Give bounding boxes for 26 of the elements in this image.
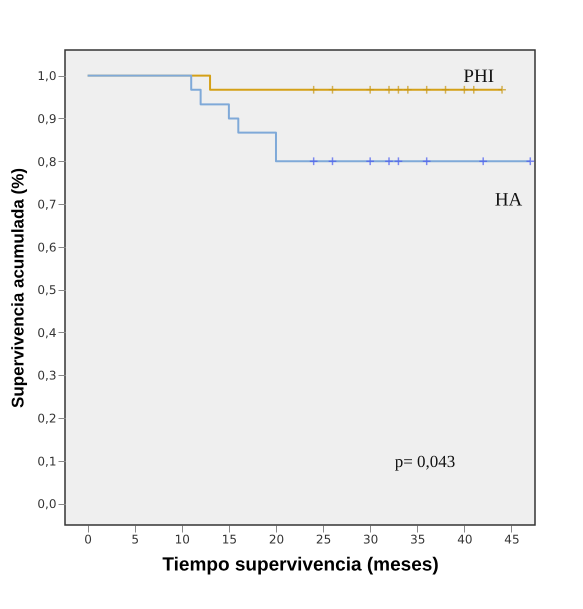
y-axis-title: Supervivencia acumulada (%) bbox=[8, 168, 28, 408]
y-tick-label: 0,5 bbox=[37, 283, 56, 298]
x-tick-label: 10 bbox=[174, 532, 190, 546]
x-tick-label: 0 bbox=[84, 532, 92, 546]
y-tick-label: 0,2 bbox=[37, 412, 56, 426]
x-tick-label: 15 bbox=[222, 532, 238, 546]
x-axis-title: Tiempo supervivencia (meses) bbox=[162, 554, 439, 576]
series-label: HA bbox=[494, 189, 523, 210]
series-label: PHI bbox=[463, 66, 494, 87]
y-tick-label: 0,3 bbox=[37, 368, 56, 383]
y-tick-label: 1,0 bbox=[37, 69, 56, 84]
annotation: p= 0,043 bbox=[394, 452, 456, 471]
x-tick-label: 35 bbox=[410, 532, 426, 546]
x-tick-label: 5 bbox=[131, 532, 140, 546]
x-tick-label: 40 bbox=[457, 532, 472, 546]
x-tick-label: 25 bbox=[316, 532, 332, 546]
y-tick-label: 0,9 bbox=[37, 112, 56, 126]
y-tick-label: 0,6 bbox=[37, 240, 56, 254]
x-tick-label: 30 bbox=[363, 532, 378, 546]
y-tick-label: 0,8 bbox=[37, 154, 56, 169]
x-tick-label: 45 bbox=[504, 532, 520, 546]
y-tick-label: 0,0 bbox=[37, 497, 56, 512]
x-tick-label: 20 bbox=[268, 532, 284, 546]
y-tick-label: 0,1 bbox=[37, 454, 56, 468]
y-tick-label: 0,4 bbox=[37, 326, 56, 340]
y-tick-label: 0,7 bbox=[37, 198, 56, 212]
